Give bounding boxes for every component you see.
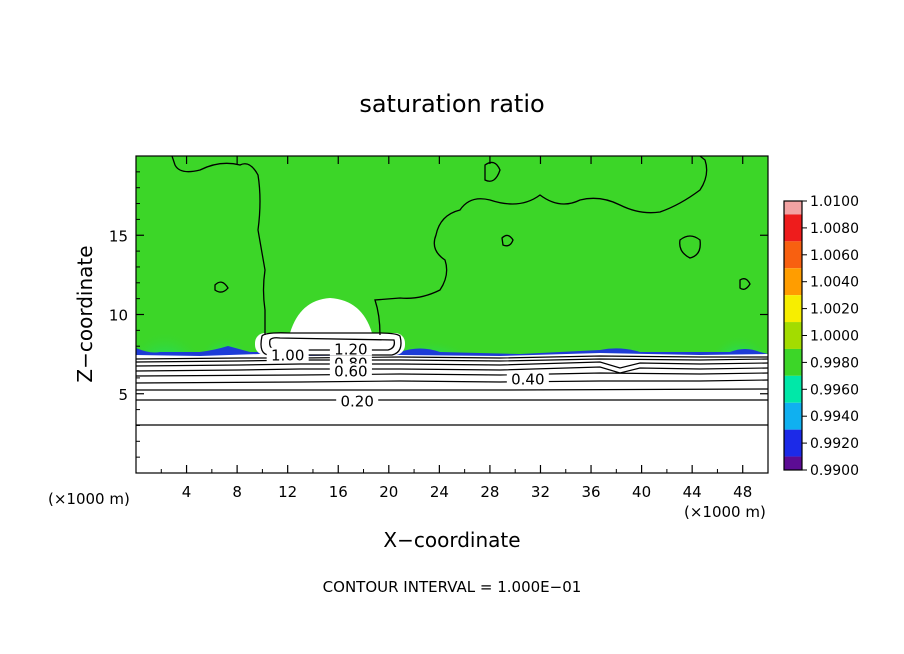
x-tick-label: 20	[379, 483, 398, 501]
colorbar-label: 0.9980	[810, 355, 859, 371]
contour-hill-cap	[260, 332, 402, 356]
contour-label: 1.20	[334, 340, 367, 358]
contour-labels: 1.001.200.800.600.400.20	[266, 340, 549, 411]
y-tick-label: 15	[109, 227, 128, 245]
contour-1-00-loop-b	[501, 234, 514, 247]
x-unit-right: (×1000 m)	[684, 503, 766, 521]
contour-label: 0.60	[334, 363, 367, 381]
contour-label-bg	[506, 371, 549, 386]
colorbar-swatch	[784, 214, 802, 242]
colorbar-label: 1.0100	[810, 194, 859, 210]
colorbar-label: 0.9940	[810, 409, 859, 425]
contour-row-7	[136, 388, 768, 391]
plume-core	[290, 298, 372, 333]
colorbar-label: 0.9900	[810, 463, 859, 479]
x-tick-label: 16	[329, 483, 348, 501]
x-tick-label: 40	[632, 483, 651, 501]
y-axis-label: Z−coordinate	[73, 245, 97, 382]
contour-label-bg	[266, 347, 309, 362]
contour-lines	[171, 156, 751, 356]
colorbar-swatch	[784, 456, 802, 470]
colorbar-swatch	[784, 322, 802, 349]
contour-label: 1.00	[271, 347, 304, 365]
x-unit-left: (×1000 m)	[48, 490, 130, 508]
colorbar-label: 0.9960	[810, 382, 859, 398]
x-tick-label: 24	[430, 483, 449, 501]
contour-1-00-right	[374, 156, 708, 336]
contour-label-bg	[329, 341, 372, 356]
colorbar-swatch	[784, 429, 802, 457]
colorbar: 1.0100 1.0080 1.0060 1.0040 1.0020 1.0000 0.99…	[783, 194, 859, 479]
y-axis: 5 10 15	[109, 171, 768, 458]
colorbar-swatch	[784, 268, 802, 296]
x-tick-label: 48	[733, 483, 752, 501]
contour-row-5	[136, 372, 768, 377]
chart-title: saturation ratio	[359, 90, 544, 118]
x-tick-label: 44	[683, 483, 702, 501]
colorbar-swatch	[784, 375, 802, 403]
colorbar-swatch	[784, 348, 802, 376]
contour-1-00-left	[171, 156, 266, 335]
colorbar-label: 1.0040	[810, 275, 859, 291]
colorbar-swatch	[784, 402, 802, 430]
contour-1-00-loop-e	[739, 278, 751, 290]
contour-label: 0.20	[340, 393, 373, 411]
x-tick-label: 4	[182, 483, 192, 501]
colorbar-label: 1.0080	[810, 221, 859, 237]
colorbar-swatch	[784, 295, 802, 323]
x-tick-label: 36	[581, 483, 600, 501]
contour-label-bg	[329, 363, 372, 378]
contour-label: 0.40	[511, 370, 544, 388]
colorbar-label: 1.0060	[810, 248, 859, 264]
contour-row-6	[136, 379, 768, 384]
contour-1-00-loop-a	[679, 235, 701, 259]
x-tick-label: 28	[480, 483, 499, 501]
contour-row-4	[136, 366, 768, 374]
colorbar-label: 1.0000	[810, 329, 859, 345]
colorbar-label: 1.0020	[810, 302, 859, 318]
x-axis: 4 8 12 16 20 24 28 32 36 40 44 48	[160, 156, 752, 501]
plot-area	[136, 156, 768, 473]
contour-1-00-loop-c	[484, 161, 501, 182]
colorbar-swatch	[784, 241, 802, 269]
stratified-contours	[136, 355, 768, 426]
y-tick-label: 10	[109, 307, 128, 325]
contour-row-3	[136, 361, 768, 369]
x-tick-label: 8	[232, 483, 242, 501]
colorbar-label: 0.9920	[810, 436, 859, 452]
contour-row-2	[136, 358, 768, 363]
colorbar-swatch	[784, 201, 802, 215]
x-tick-label: 32	[531, 483, 550, 501]
contour-1-00-loop-d	[214, 281, 229, 293]
contour-row-1	[136, 355, 768, 360]
y-tick-label: 5	[118, 386, 128, 404]
contour-label-bg	[336, 393, 379, 408]
x-tick-label: 12	[278, 483, 297, 501]
dry-region	[136, 353, 768, 473]
x-axis-label: X−coordinate	[383, 528, 520, 552]
contour-interval-note: CONTOUR INTERVAL = 1.000E−01	[323, 578, 582, 596]
